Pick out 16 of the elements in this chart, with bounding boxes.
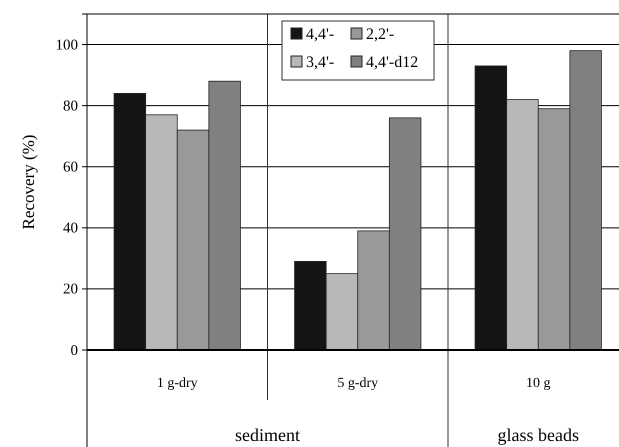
legend-label: 2,2'- bbox=[366, 26, 394, 43]
y-tick-label: 20 bbox=[63, 282, 78, 298]
legend-label: 3,4'- bbox=[306, 54, 334, 71]
legend-label: 4,4'- bbox=[306, 26, 334, 43]
y-tick-label: 100 bbox=[56, 37, 78, 54]
y-tick-label: 0 bbox=[70, 342, 78, 359]
y-axis-title: Recovery (%) bbox=[19, 134, 38, 230]
x-tick-label: 5 g-dry bbox=[337, 376, 378, 391]
y-tick-label: 40 bbox=[63, 220, 78, 237]
y-tick-label: 60 bbox=[63, 160, 78, 176]
text: sediment bbox=[235, 425, 300, 445]
y-tick-label: 80 bbox=[63, 98, 78, 114]
x-tick-label: 10 g bbox=[526, 376, 550, 391]
x-tick-label: 1 g-dry bbox=[156, 376, 198, 391]
legend-label: 4,4'-d12 bbox=[366, 54, 418, 71]
text: glass beads bbox=[498, 425, 579, 445]
